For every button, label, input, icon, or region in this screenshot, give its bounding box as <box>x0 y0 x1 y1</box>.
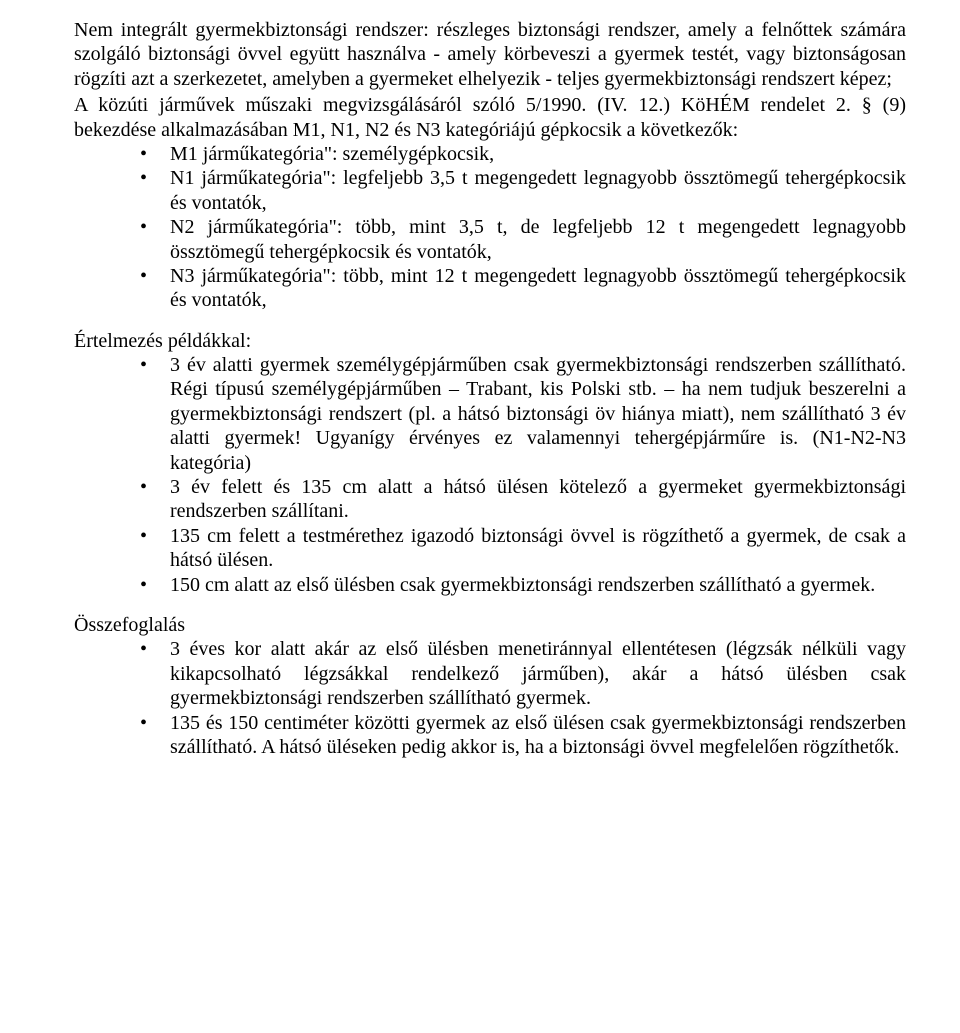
summary-list: 3 éves kor alatt akár az első ülésben me… <box>74 637 906 759</box>
list-item: 135 és 150 centiméter közötti gyermek az… <box>140 711 906 760</box>
list-item: 3 éves kor alatt akár az első ülésben me… <box>140 637 906 710</box>
list-item: M1 járműkategória": személygépkocsik, <box>140 142 906 166</box>
list-item: 3 év felett és 135 cm alatt a hátsó ülés… <box>140 475 906 524</box>
summary-heading: Összefoglalás <box>74 613 906 637</box>
interpretation-heading: Értelmezés példákkal: <box>74 329 906 353</box>
interpretation-list: 3 év alatti gyermek személygépjárműben c… <box>74 353 906 597</box>
list-item: N3 járműkategória": több, mint 12 t mege… <box>140 264 906 313</box>
list-item: 135 cm felett a testmérethez igazodó biz… <box>140 524 906 573</box>
list-item: 150 cm alatt az első ülésben csak gyerme… <box>140 573 906 597</box>
law-reference: A közúti járművek műszaki megvizsgálásár… <box>74 93 906 142</box>
intro-paragraph: Nem integrált gyermekbiztonsági rendszer… <box>74 18 906 91</box>
category-list: M1 járműkategória": személygépkocsik, N1… <box>74 142 906 313</box>
list-item: N1 járműkategória": legfeljebb 3,5 t meg… <box>140 166 906 215</box>
list-item: 3 év alatti gyermek személygépjárműben c… <box>140 353 906 475</box>
list-item: N2 járműkategória": több, mint 3,5 t, de… <box>140 215 906 264</box>
